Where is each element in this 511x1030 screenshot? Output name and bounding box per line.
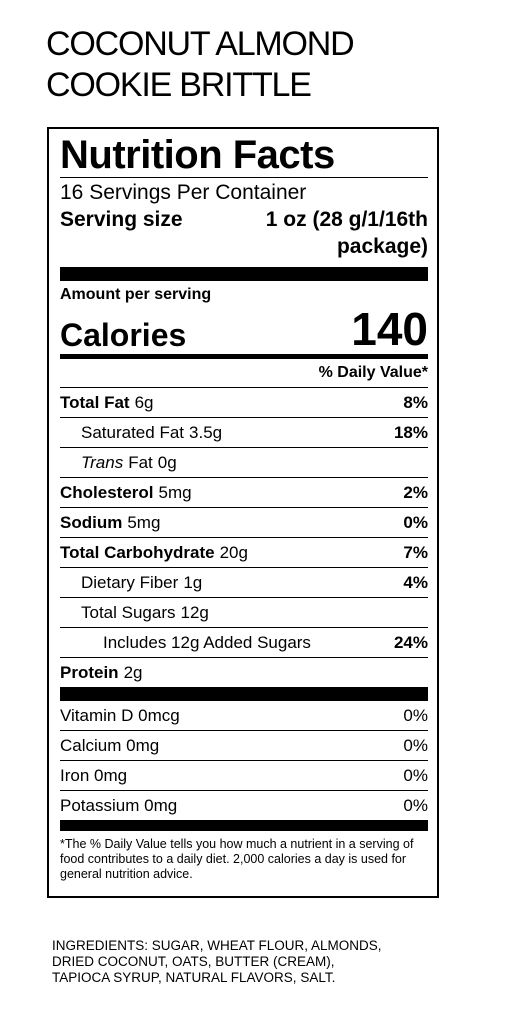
nutrient-name: Cholesterol xyxy=(60,483,154,502)
nutrient-row-total-carbohydrate: Total Carbohydrate 20g 7% xyxy=(60,537,428,567)
nutrient-name: Saturated Fat xyxy=(81,423,185,442)
ingredients-line1: INGREDIENTS: SUGAR, WHEAT FLOUR, ALMONDS… xyxy=(52,938,382,953)
vitamin-amount: 0mg xyxy=(126,736,160,755)
nutrient-row-added-sugars: Includes 12g Added Sugars 24% xyxy=(60,627,428,657)
vitamin-name: Calcium xyxy=(60,736,122,755)
vitamin-dv: 0% xyxy=(403,766,428,785)
serving-size-value-line1: 1 oz (28 g/1/16th xyxy=(265,208,428,231)
nutrient-name: Includes 12g Added Sugars xyxy=(103,633,311,652)
product-title: COCONUT ALMOND COOKIE BRITTLE xyxy=(46,24,486,106)
calories-row: Calories 140 xyxy=(60,302,428,354)
nutrient-amount: 12g xyxy=(180,603,209,622)
nutrient-row-cholesterol: Cholesterol 5mg 2% xyxy=(60,477,428,507)
nutrient-name: Total Fat xyxy=(60,393,130,412)
nutrient-row-protein: Protein 2g xyxy=(60,657,428,687)
nutrient-amount: 2g xyxy=(123,663,143,682)
vitamin-row-vitamin-d: Vitamin D 0mcg 0% xyxy=(60,701,428,730)
nutrient-name: Total Carbohydrate xyxy=(60,543,215,562)
vitamin-row-calcium: Calcium 0mg 0% xyxy=(60,730,428,760)
heavy-divider xyxy=(60,820,428,831)
nutrient-dv: 4% xyxy=(403,573,428,592)
nutrient-name-rest: Fat xyxy=(128,453,153,472)
vitamin-amount: 0mg xyxy=(144,796,178,815)
nutrient-name: Dietary Fiber xyxy=(81,573,179,592)
nutrient-dv: 8% xyxy=(403,393,428,412)
nutrient-row-total-fat: Total Fat 6g 8% xyxy=(60,387,428,417)
nutrient-name: Protein xyxy=(60,663,119,682)
nutrient-row-trans-fat: Trans Fat 0g xyxy=(60,447,428,477)
nutrition-facts-heading: Nutrition Facts xyxy=(60,133,335,177)
calories-label: Calories xyxy=(60,317,187,353)
nutrient-row-sodium: Sodium 5mg 0% xyxy=(60,507,428,537)
daily-value-footnote: *The % Daily Value tells you how much a … xyxy=(60,837,414,881)
nutrient-amount: 5mg xyxy=(158,483,192,502)
nutrient-dv: 0% xyxy=(403,513,428,532)
serving-size-label: Serving size xyxy=(60,208,183,231)
vitamin-dv: 0% xyxy=(403,706,428,725)
nutrient-dv: 24% xyxy=(393,633,428,652)
nutrient-name: Trans xyxy=(81,453,124,472)
serving-size-row: Serving size 1 oz (28 g/1/16th package) xyxy=(60,206,428,260)
divider xyxy=(60,177,428,178)
ingredients-line2: DRIED COCONUT, OATS, BUTTER (CREAM), xyxy=(52,954,335,969)
nutrient-amount: 0g xyxy=(157,453,177,472)
ingredients-list: INGREDIENTS: SUGAR, WHEAT FLOUR, ALMONDS… xyxy=(52,938,472,986)
vitamin-row-iron: Iron 0mg 0% xyxy=(60,760,428,790)
nutrient-amount: 6g xyxy=(134,393,154,412)
nutrient-dv: 7% xyxy=(403,543,428,562)
serving-size-value-line2: package) xyxy=(336,235,428,258)
product-title-line1: COCONUT ALMOND xyxy=(46,25,355,63)
medium-divider xyxy=(60,354,428,359)
vitamin-dv: 0% xyxy=(403,796,428,815)
vitamin-amount: 0mcg xyxy=(138,706,180,725)
nutrient-amount: 5mg xyxy=(127,513,161,532)
nutrient-dv: 2% xyxy=(403,483,428,502)
thick-divider xyxy=(60,687,428,701)
daily-value-header: % Daily Value* xyxy=(318,364,428,381)
vitamin-amount: 0mg xyxy=(94,766,128,785)
vitamin-name: Iron xyxy=(60,766,90,785)
servings-per-container: 16 Servings Per Container xyxy=(60,181,307,204)
nutrition-facts-panel: Nutrition Facts 16 Servings Per Containe… xyxy=(47,127,439,898)
amount-per-serving: Amount per serving xyxy=(60,286,212,303)
nutrient-row-dietary-fiber: Dietary Fiber 1g 4% xyxy=(60,567,428,597)
vitamin-name: Vitamin D xyxy=(60,706,134,725)
nutrient-dv: 18% xyxy=(393,423,428,442)
nutrient-row-total-sugars: Total Sugars 12g xyxy=(60,597,428,627)
nutrient-amount: 3.5g xyxy=(189,423,223,442)
vitamin-row-potassium: Potassium 0mg 0% xyxy=(60,790,428,820)
ingredients-line3: TAPIOCA SYRUP, NATURAL FLAVORS, SALT. xyxy=(52,970,336,985)
nutrient-amount: 1g xyxy=(183,573,203,592)
product-title-line2: COOKIE BRITTLE xyxy=(46,66,312,104)
nutrient-row-saturated-fat: Saturated Fat 3.5g 18% xyxy=(60,417,428,447)
nutrient-name: Sodium xyxy=(60,513,123,532)
calories-value: 140 xyxy=(351,303,428,355)
serving-size-value: 1 oz (28 g/1/16th package) xyxy=(228,206,428,260)
thick-divider xyxy=(60,267,428,281)
vitamin-name: Potassium xyxy=(60,796,140,815)
nutrient-amount: 20g xyxy=(219,543,248,562)
vitamin-dv: 0% xyxy=(403,736,428,755)
nutrient-name: Total Sugars xyxy=(81,603,176,622)
